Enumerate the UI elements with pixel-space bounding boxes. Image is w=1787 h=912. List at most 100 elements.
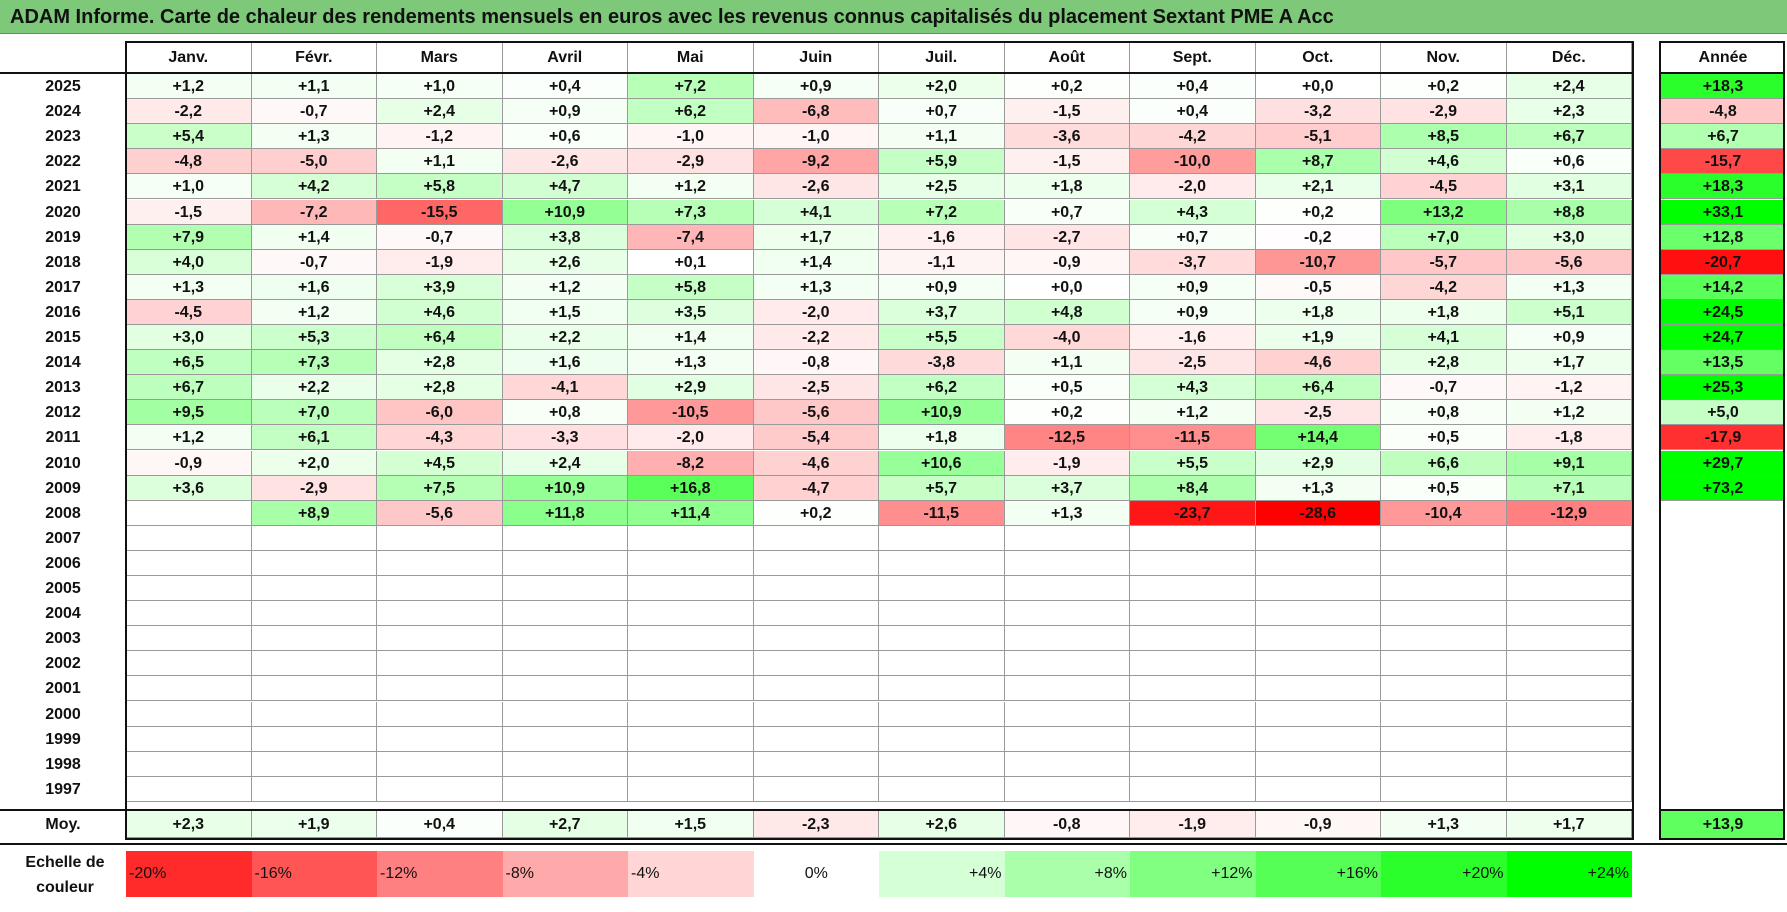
heatmap-cell: +0,6 bbox=[502, 124, 628, 150]
heatmap-cell: +2,2 bbox=[251, 375, 377, 401]
heatmap-cell: +5,3 bbox=[251, 325, 377, 351]
heatmap-cell: +2,6 bbox=[502, 249, 628, 275]
average-cell: +1,5 bbox=[628, 811, 754, 838]
heatmap-cell: +9,1 bbox=[1506, 450, 1632, 476]
year-label: 2011 bbox=[45, 429, 81, 447]
month-header: Avril bbox=[503, 43, 628, 73]
year-label: 2012 bbox=[45, 404, 81, 422]
heatmap-cell bbox=[251, 651, 377, 677]
average-divider bbox=[0, 809, 1634, 811]
heatmap-cell bbox=[1130, 576, 1256, 602]
heatmap-cell bbox=[753, 601, 879, 627]
average-cell: +0,4 bbox=[377, 811, 503, 838]
heatmap-cell bbox=[126, 626, 252, 652]
heatmap-cell: +7,5 bbox=[377, 475, 503, 501]
annual-cell bbox=[1661, 776, 1785, 802]
heatmap-cell: +10,9 bbox=[502, 199, 628, 225]
heatmap-cell bbox=[879, 701, 1005, 727]
heatmap-cell: +7,3 bbox=[251, 350, 377, 376]
year-label: 2017 bbox=[45, 278, 81, 296]
color-scale-swatch: +4% bbox=[879, 851, 1005, 897]
heatmap-cell bbox=[502, 601, 628, 627]
heatmap-cell: +2,3 bbox=[1506, 99, 1632, 125]
heatmap-cell: +0,7 bbox=[879, 99, 1005, 125]
heatmap-cell bbox=[753, 751, 879, 777]
heatmap-cell bbox=[1004, 626, 1130, 652]
annual-cell: +73,2 bbox=[1661, 475, 1785, 501]
annual-cell: -17,9 bbox=[1661, 425, 1785, 451]
heatmap-cell: -0,7 bbox=[251, 249, 377, 275]
heatmap-cell bbox=[1381, 776, 1507, 802]
heatmap-cell: +10,6 bbox=[879, 450, 1005, 476]
heatmap-cell bbox=[251, 576, 377, 602]
year-label: 2008 bbox=[45, 504, 81, 522]
heatmap-cell: +1,8 bbox=[1004, 174, 1130, 200]
heatmap-cell: +8,7 bbox=[1255, 149, 1381, 175]
annual-cell: +25,3 bbox=[1661, 375, 1785, 401]
heatmap-cell bbox=[1130, 525, 1256, 551]
heatmap-cell: +8,9 bbox=[251, 500, 377, 526]
heatmap-cell: -0,9 bbox=[126, 450, 252, 476]
heatmap-cell bbox=[753, 701, 879, 727]
heatmap-cell bbox=[1004, 601, 1130, 627]
average-cell: +1,7 bbox=[1506, 811, 1632, 838]
heatmap-cell bbox=[628, 651, 754, 677]
heatmap-cell: +2,8 bbox=[377, 350, 503, 376]
heatmap-cell: -2,6 bbox=[502, 149, 628, 175]
heatmap-cell: +5,9 bbox=[879, 149, 1005, 175]
heatmap-cell: +1,8 bbox=[1255, 299, 1381, 325]
heatmap-cell bbox=[377, 525, 503, 551]
color-scale-swatch: +24% bbox=[1506, 851, 1632, 897]
year-label: 2003 bbox=[45, 630, 81, 648]
heatmap-cell: +4,8 bbox=[1004, 299, 1130, 325]
heatmap-cell: +4,2 bbox=[251, 174, 377, 200]
heatmap-cell bbox=[251, 525, 377, 551]
average-cell: -1,9 bbox=[1130, 811, 1256, 838]
heatmap-cell: +3,5 bbox=[628, 299, 754, 325]
heatmap-cell bbox=[251, 776, 377, 802]
annual-cell bbox=[1661, 651, 1785, 677]
heatmap-cell: -5,6 bbox=[753, 400, 879, 426]
year-label: 2002 bbox=[45, 655, 81, 673]
month-header: Févr. bbox=[252, 43, 377, 73]
heatmap-cell bbox=[1506, 726, 1632, 752]
average-cell: -0,9 bbox=[1255, 811, 1381, 838]
year-label: 2004 bbox=[45, 605, 81, 623]
heatmap-cell: +0,9 bbox=[1130, 274, 1256, 300]
heatmap-cell bbox=[1381, 651, 1507, 677]
heatmap-cell: -0,2 bbox=[1255, 224, 1381, 250]
heatmap-cell: -4,2 bbox=[1130, 124, 1256, 150]
heatmap-cell bbox=[628, 525, 754, 551]
average-cell: +2,6 bbox=[879, 811, 1005, 838]
heatmap-cell: +7,1 bbox=[1506, 475, 1632, 501]
heatmap-cell: +0,5 bbox=[1004, 375, 1130, 401]
heatmap-cell: -7,4 bbox=[628, 224, 754, 250]
heatmap-cell: +0,7 bbox=[1004, 199, 1130, 225]
heatmap-cell: +1,4 bbox=[628, 325, 754, 351]
heatmap-cell: -2,0 bbox=[753, 299, 879, 325]
heatmap-cell: -1,9 bbox=[1004, 450, 1130, 476]
heatmap-cell bbox=[1506, 550, 1632, 576]
heatmap-cell: +3,8 bbox=[502, 224, 628, 250]
heatmap-cell: +0,8 bbox=[502, 400, 628, 426]
heatmap-cell: -10,4 bbox=[1381, 500, 1507, 526]
heatmap-cell bbox=[1381, 626, 1507, 652]
heatmap-cell: +4,1 bbox=[753, 199, 879, 225]
month-header: Janv. bbox=[126, 43, 252, 73]
heatmap-cell: +5,8 bbox=[628, 274, 754, 300]
heatmap-cell: +7,0 bbox=[251, 400, 377, 426]
heatmap-cell: +3,7 bbox=[879, 299, 1005, 325]
heatmap-cell bbox=[1255, 576, 1381, 602]
heatmap-cell: +7,2 bbox=[628, 74, 754, 100]
heatmap-cell: -2,9 bbox=[251, 475, 377, 501]
heatmap-cell bbox=[126, 525, 252, 551]
heatmap-cell: +0,2 bbox=[1255, 199, 1381, 225]
heatmap-cell bbox=[1004, 701, 1130, 727]
heatmap-cell bbox=[251, 550, 377, 576]
heatmap-cell bbox=[126, 550, 252, 576]
month-header: Juin bbox=[754, 43, 879, 73]
heatmap-cell bbox=[251, 676, 377, 702]
heatmap-cell bbox=[753, 676, 879, 702]
heatmap-cell: -2,6 bbox=[753, 174, 879, 200]
heatmap-cell: +7,3 bbox=[628, 199, 754, 225]
